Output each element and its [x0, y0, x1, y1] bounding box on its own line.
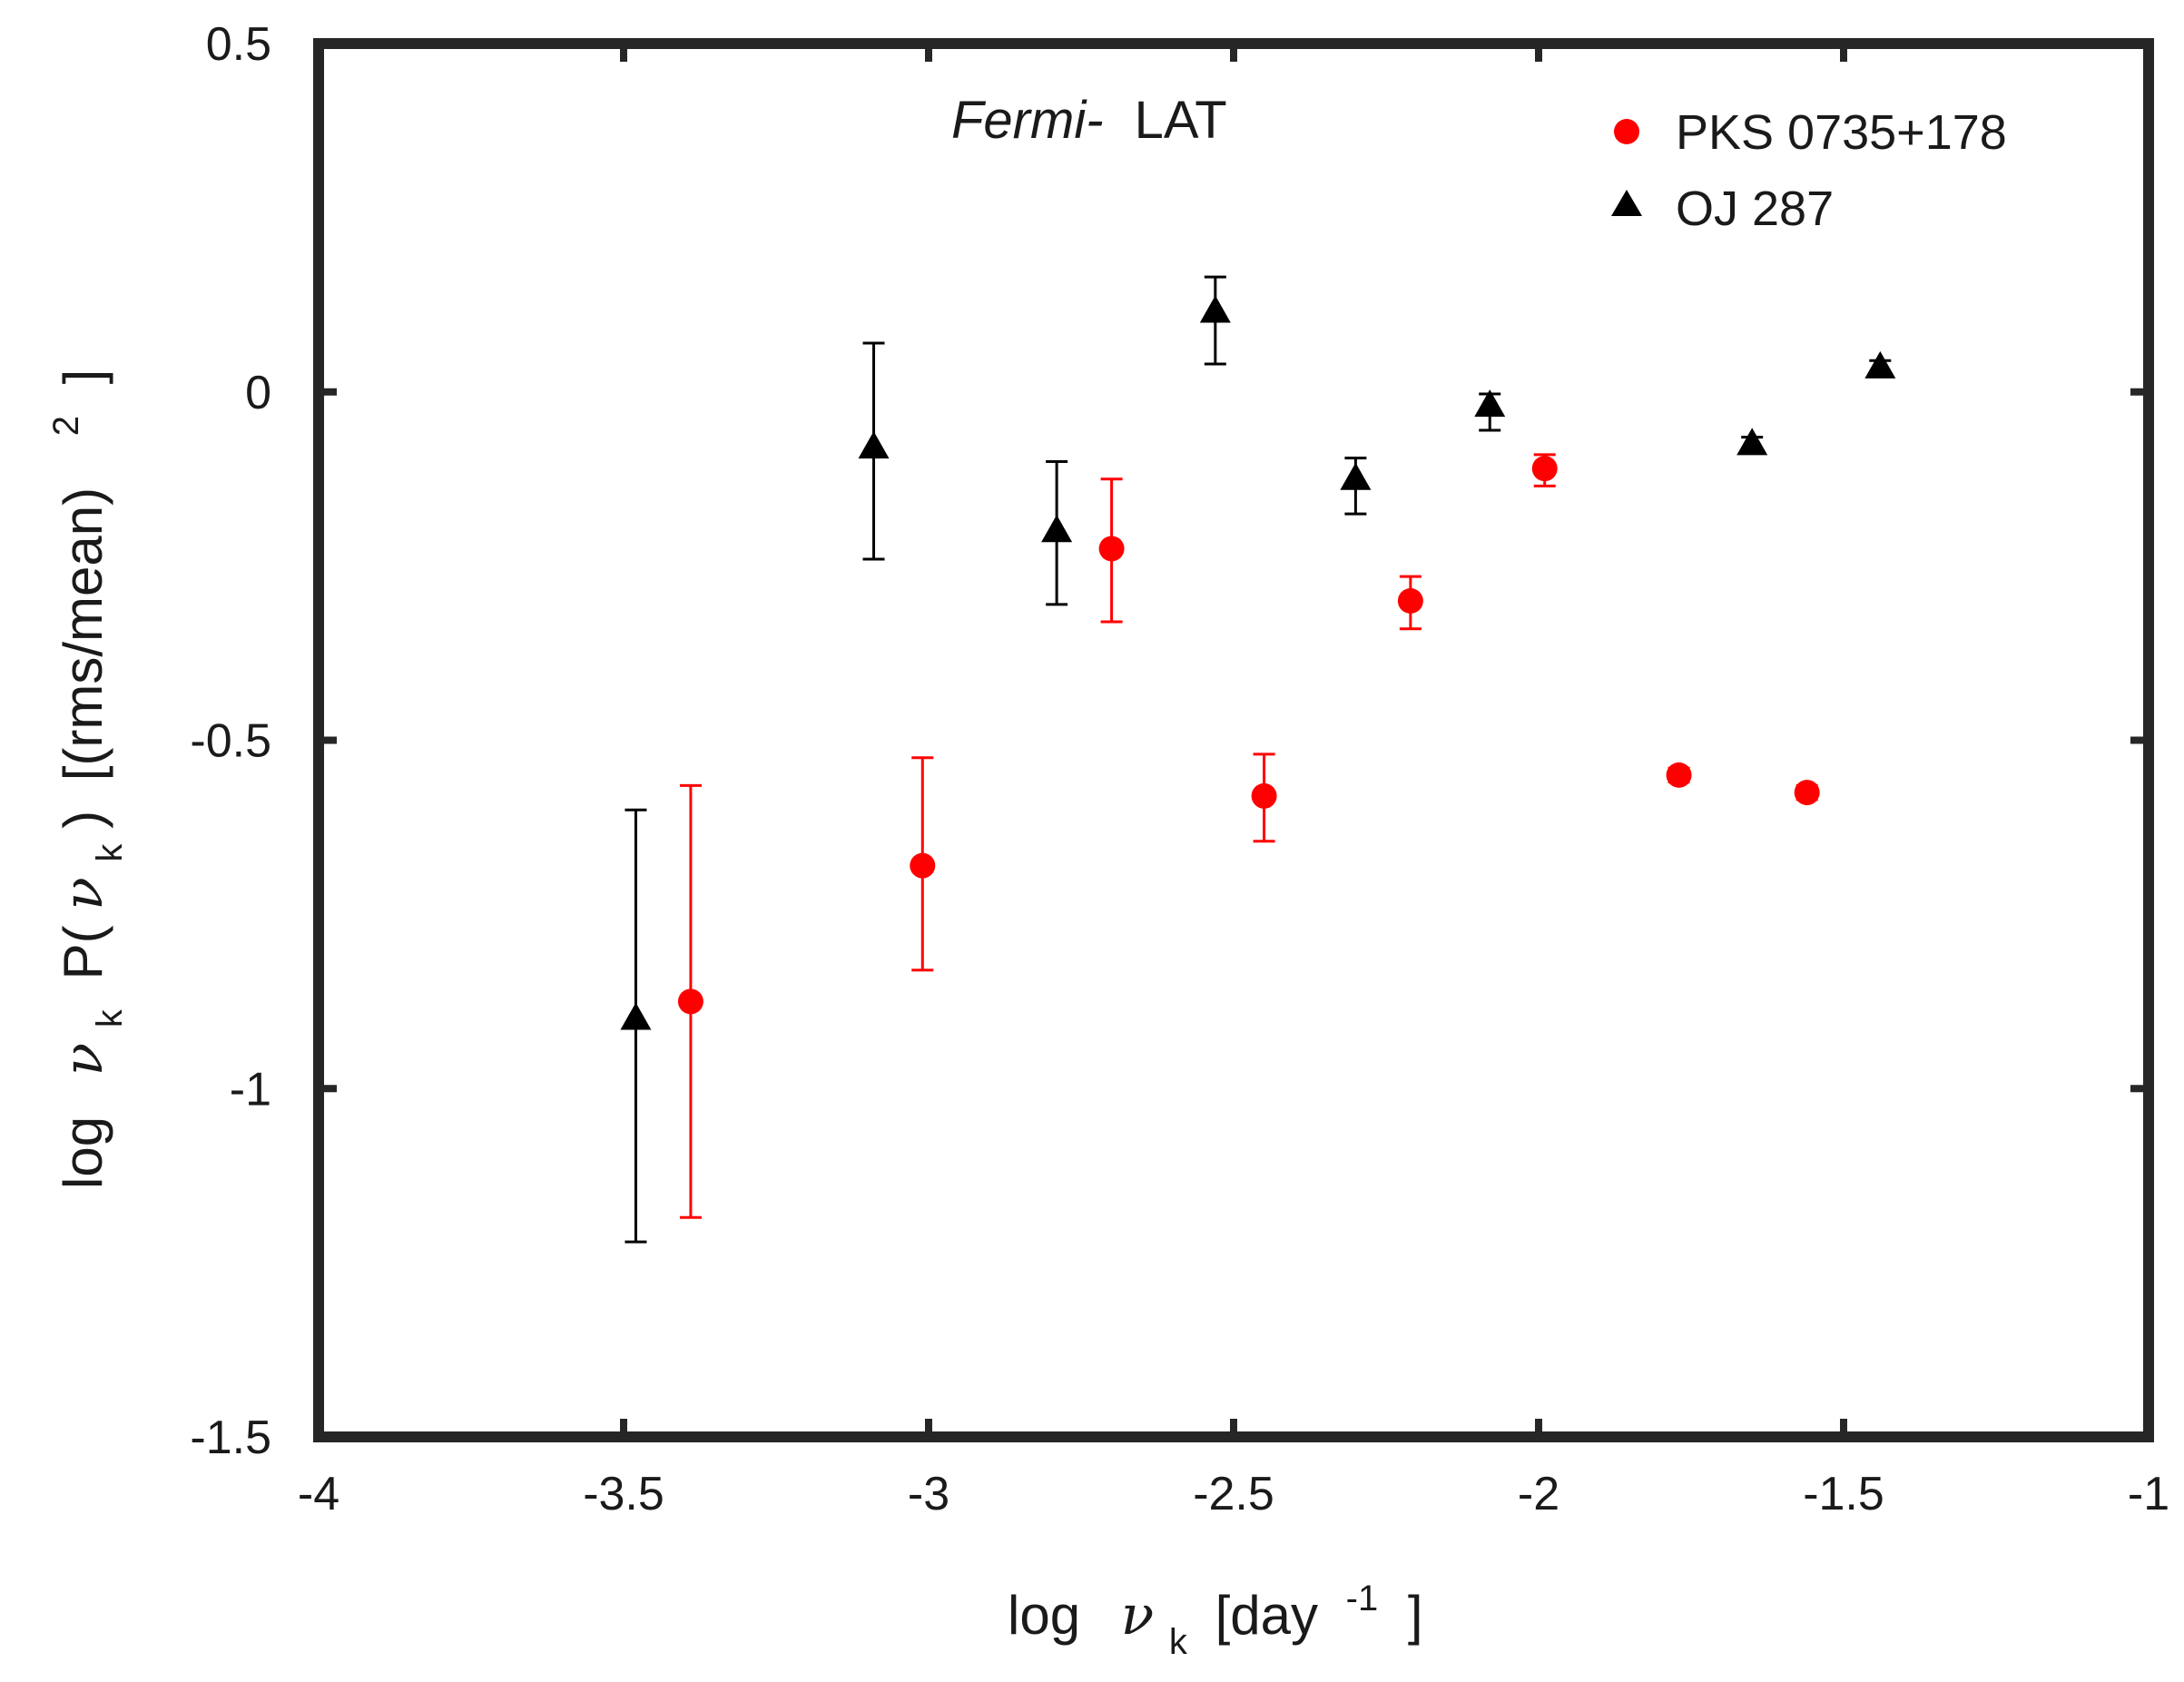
- y-axis-title-prefix: log: [53, 1116, 113, 1189]
- y-axis-title: log ν k P( ν k ) [(rms/mean) 2 ]: [29, 369, 133, 1189]
- data-point: [1736, 428, 1768, 456]
- series-circle: [677, 453, 1820, 1219]
- y-tick-label: -1: [230, 1063, 271, 1116]
- data-point: [1340, 462, 1372, 490]
- x-axis-title-subscript: k: [1169, 1622, 1188, 1662]
- x-axis-title-unit-close: ]: [1408, 1585, 1423, 1646]
- y-axis-title-power-symbol: ν: [52, 877, 115, 910]
- y-tick-label: -0.5: [190, 715, 271, 768]
- y-axis-title-unit: [(rms/mean): [53, 487, 113, 781]
- data-point: [1474, 389, 1506, 418]
- x-tick-label: -2: [1518, 1468, 1559, 1520]
- y-axis-title-power-open: P(: [53, 925, 113, 979]
- x-axis-title-unit-open: [day: [1215, 1585, 1318, 1646]
- data-point: [620, 1002, 652, 1030]
- x-axis-title-superscript: -1: [1346, 1579, 1379, 1618]
- y-axis-title-superscript: 2: [46, 416, 86, 436]
- data-point: [858, 431, 890, 459]
- data-point: [1098, 536, 1125, 562]
- y-axis-title-power-close: ): [53, 811, 113, 829]
- legend-label-oj: OJ 287: [1676, 182, 1834, 236]
- data-point: [910, 852, 936, 879]
- chart-title-italic: Fermi-: [951, 91, 1104, 150]
- plot-frame: [313, 38, 2154, 1442]
- legend-marker-oj: [1611, 190, 1642, 216]
- series-triangle: [620, 275, 1896, 1244]
- data-point: [1041, 515, 1073, 543]
- data-point: [1251, 782, 1277, 809]
- data-point: [1794, 780, 1820, 806]
- plot-marks: [620, 275, 1896, 1244]
- x-tick-label: -3: [908, 1468, 949, 1520]
- axis-tick-labels: -4 -3.5 -3 -2.5 -2 -1.5 -1 -1.5 -1 -0.5 0 0.5: [190, 18, 2169, 1520]
- axis-ticks: [315, 40, 2152, 1441]
- legend-label-pks: PKS 0735+178: [1676, 105, 2007, 160]
- x-tick-label: -1: [2128, 1468, 2169, 1520]
- y-tick-label: 0.5: [206, 18, 271, 71]
- x-axis-title: log ν k [day -1 ]: [1008, 1561, 1423, 1666]
- y-axis-title-subscript: k: [90, 1008, 130, 1028]
- x-tick-label: -2.5: [1193, 1468, 1274, 1520]
- legend-marker-pks: [1614, 119, 1639, 144]
- x-tick-label: -3.5: [583, 1468, 664, 1520]
- chart-title-rest: LAT: [1135, 91, 1227, 150]
- x-tick-label: -1.5: [1803, 1468, 1884, 1520]
- y-axis-title-unit-close: ]: [53, 369, 113, 385]
- data-point: [1864, 350, 1896, 379]
- data-point: [677, 989, 703, 1015]
- x-axis-title-symbol: ν: [1121, 1584, 1154, 1648]
- legend: PKS 0735+178 OJ 287: [1611, 105, 2007, 236]
- data-point: [1199, 295, 1231, 323]
- x-axis-title-prefix: log: [1008, 1585, 1080, 1646]
- data-point: [1397, 588, 1423, 614]
- data-point: [1531, 456, 1558, 482]
- y-tick-label: 0: [245, 367, 271, 419]
- y-tick-label: -1.5: [190, 1412, 271, 1464]
- x-tick-label: -4: [298, 1468, 339, 1520]
- y-axis-title-symbol: ν: [52, 1043, 115, 1076]
- data-point: [1666, 762, 1692, 788]
- y-axis-title-power-subscript: k: [90, 843, 130, 862]
- chart-title: Fermi- LAT: [951, 91, 1227, 150]
